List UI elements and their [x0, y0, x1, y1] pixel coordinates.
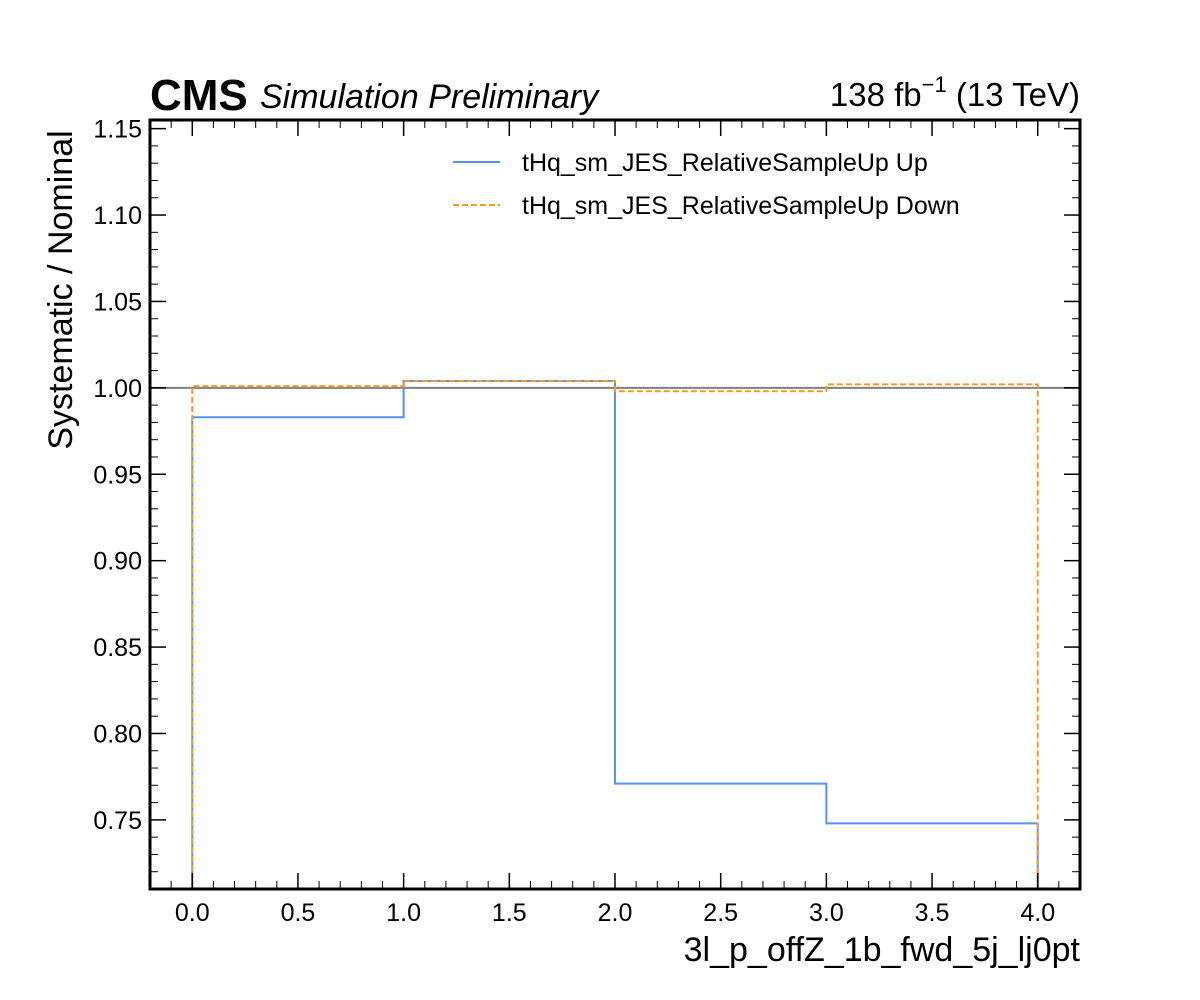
y-tick-label: 0.85: [93, 634, 142, 662]
legend: tHq_sm_JES_RelativeSampleUp Up tHq_sm_JES…: [453, 149, 960, 220]
x-tick-label: 4.0: [1020, 899, 1055, 927]
y-tick-label: 1.15: [93, 116, 142, 144]
series-up-step: [191, 379, 1039, 889]
y-tick-label: 0.75: [93, 807, 142, 835]
y-axis-label: Systematic / Nominal: [42, 130, 80, 449]
x-axis-label: 3l_p_offZ_1b_fwd_5j_lj0pt: [684, 931, 1081, 969]
series-down-step: [191, 379, 1039, 889]
y-tick-label: 1.05: [93, 288, 142, 316]
y-tick-label: 0.80: [93, 720, 142, 748]
lumi-label: 138 fb−1 (13 TeV): [830, 72, 1080, 113]
status-label: Simulation Preliminary: [260, 78, 600, 116]
tick-layer: 0.0 0.5 1.0 1.5 2.0 2.5 3.0 3.5 4.0 0.75 0.80 0.85 0…: [93, 116, 1081, 927]
plot-frame: [148, 118, 1082, 891]
x-tick-label: 0.5: [281, 899, 316, 927]
legend-label-up: tHq_sm_JES_RelativeSampleUp Up: [522, 149, 928, 177]
x-tick-label: 2.5: [703, 899, 738, 927]
plot-area: 0.0 0.5 1.0 1.5 2.0 2.5 3.0 3.5 4.0 0.75 0.80 0.85 0…: [93, 116, 1082, 927]
x-tick-label: 3.5: [915, 899, 950, 927]
x-tick-label: 3.0: [809, 899, 844, 927]
experiment-label: CMS: [150, 71, 248, 120]
legend-label-down: tHq_sm_JES_RelativeSampleUp Down: [522, 192, 960, 220]
y-tick-label: 1.00: [93, 375, 142, 403]
x-tick-label: 1.0: [386, 899, 421, 927]
y-tick-label: 1.10: [93, 202, 142, 230]
series-layer: [191, 379, 1039, 889]
x-tick-label: 2.0: [598, 899, 633, 927]
y-tick-label: 0.90: [93, 548, 142, 576]
y-tick-label: 0.95: [93, 461, 142, 489]
x-tick-label: 0.0: [175, 899, 210, 927]
x-tick-label: 1.5: [492, 899, 527, 927]
